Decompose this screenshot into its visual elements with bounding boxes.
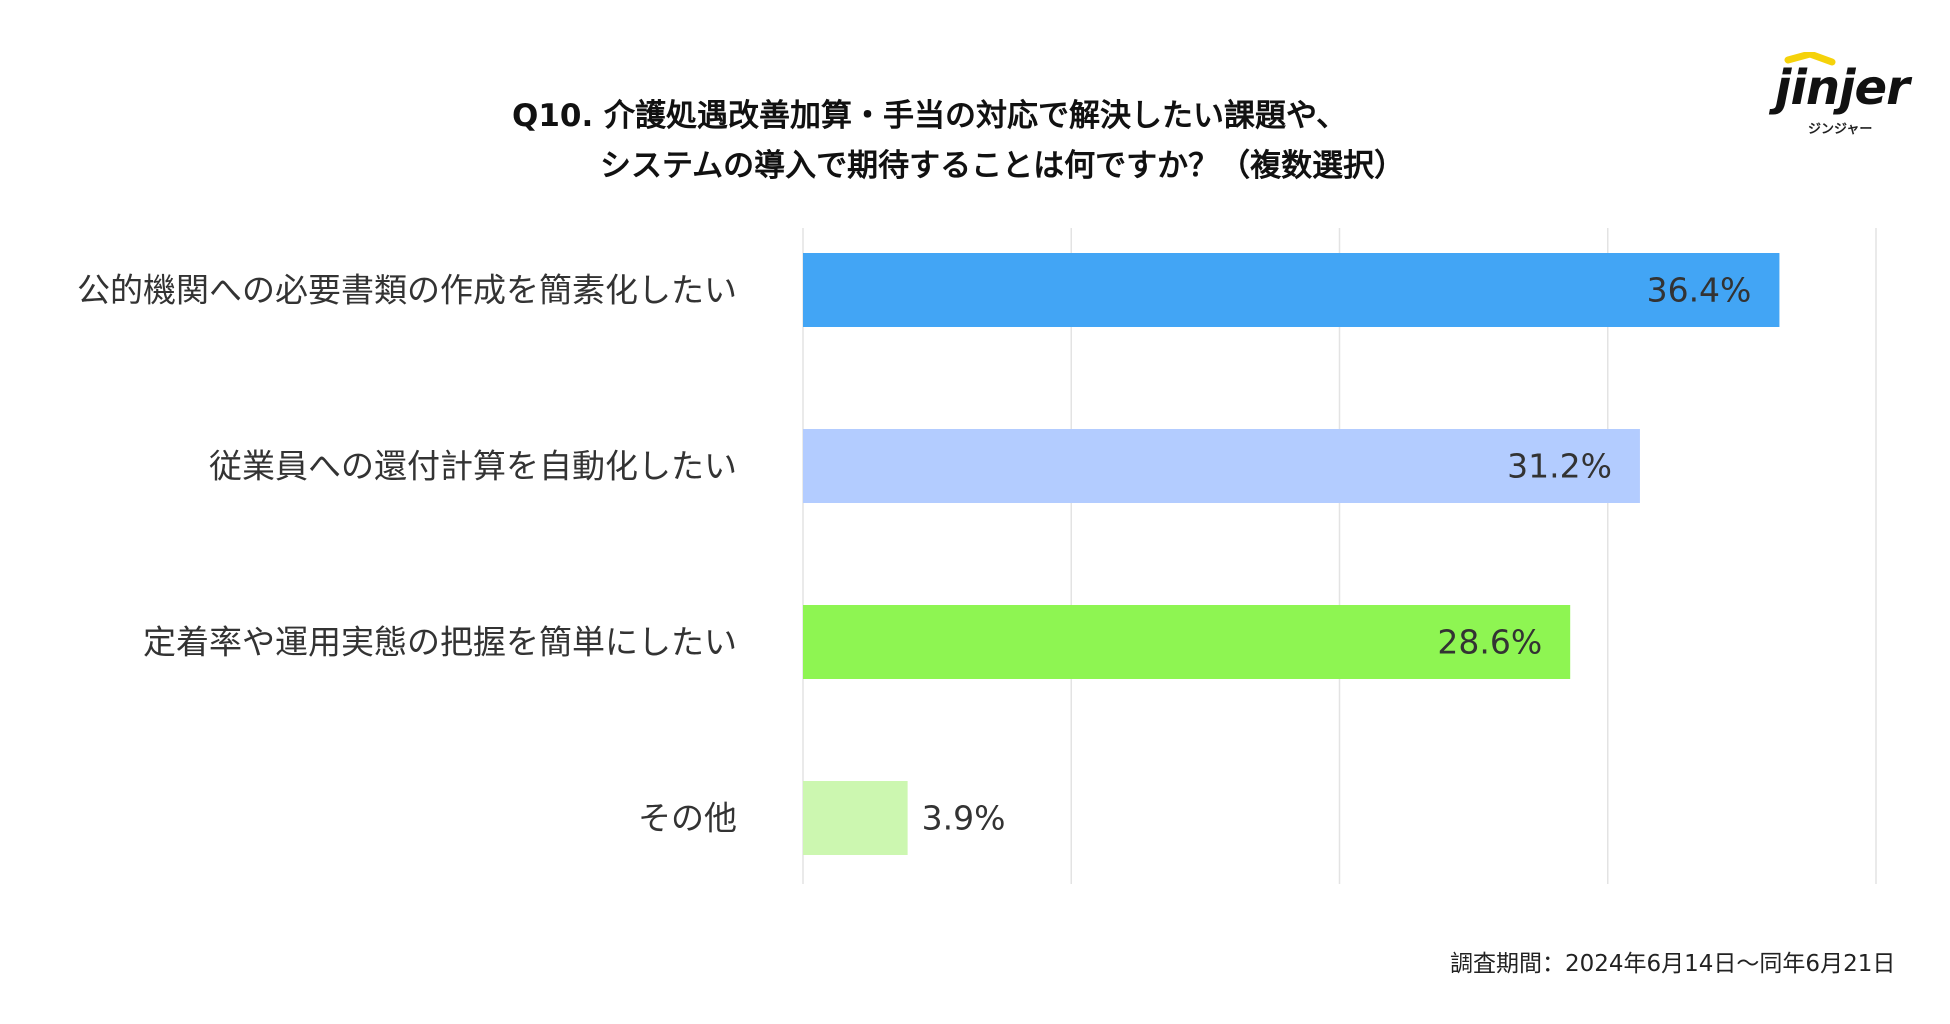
value-label-4: 3.9% <box>922 799 1006 838</box>
bar-3 <box>803 605 1571 679</box>
jinjer-logo-roof-icon <box>1784 52 1836 66</box>
chart-title-line1: Q10. 介護処遇改善加算・手当の対応で解決したい課題や、 <box>512 98 1348 134</box>
jinjer-logo-subtext: ジンジャー <box>1808 122 1873 137</box>
bar-2 <box>803 429 1640 503</box>
survey-period-footnote: 調査期間：2024年6月14日〜同年6月21日 <box>1450 951 1896 977</box>
bars <box>803 253 1780 855</box>
value-label-1: 36.4% <box>1647 271 1752 310</box>
value-label-2: 31.2% <box>1507 447 1612 486</box>
category-label-3: 定着率や運用実態の把握を簡単にしたい <box>143 623 737 662</box>
category-label-2: 従業員への還付計算を自動化したい <box>209 447 737 486</box>
labels: 公的機関への必要書類の作成を簡素化したい 36.4% 従業員への還付計算を自動化した… <box>77 271 1751 838</box>
bar-1 <box>803 253 1780 327</box>
jinjer-logo: jinjer <box>1775 60 1910 116</box>
category-label-4: その他 <box>638 799 737 838</box>
chart-title-line2: システムの導入で期待することは何ですか？（複数選択） <box>600 148 1406 184</box>
value-label-3: 28.6% <box>1437 623 1542 662</box>
category-label-1: 公的機関への必要書類の作成を簡素化したい <box>77 271 737 310</box>
grid-lines <box>802 228 1877 884</box>
bar-4 <box>803 781 908 855</box>
